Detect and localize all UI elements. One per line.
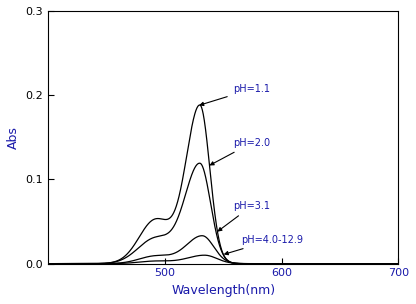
Text: pH=1.1: pH=1.1	[200, 84, 270, 105]
Text: pH=2.0: pH=2.0	[210, 138, 270, 165]
Y-axis label: Abs: Abs	[7, 126, 20, 149]
Text: pH=3.1: pH=3.1	[218, 201, 270, 231]
Text: pH=4.0-12.9: pH=4.0-12.9	[225, 235, 303, 255]
X-axis label: Wavelength(nm): Wavelength(nm)	[171, 284, 275, 297]
